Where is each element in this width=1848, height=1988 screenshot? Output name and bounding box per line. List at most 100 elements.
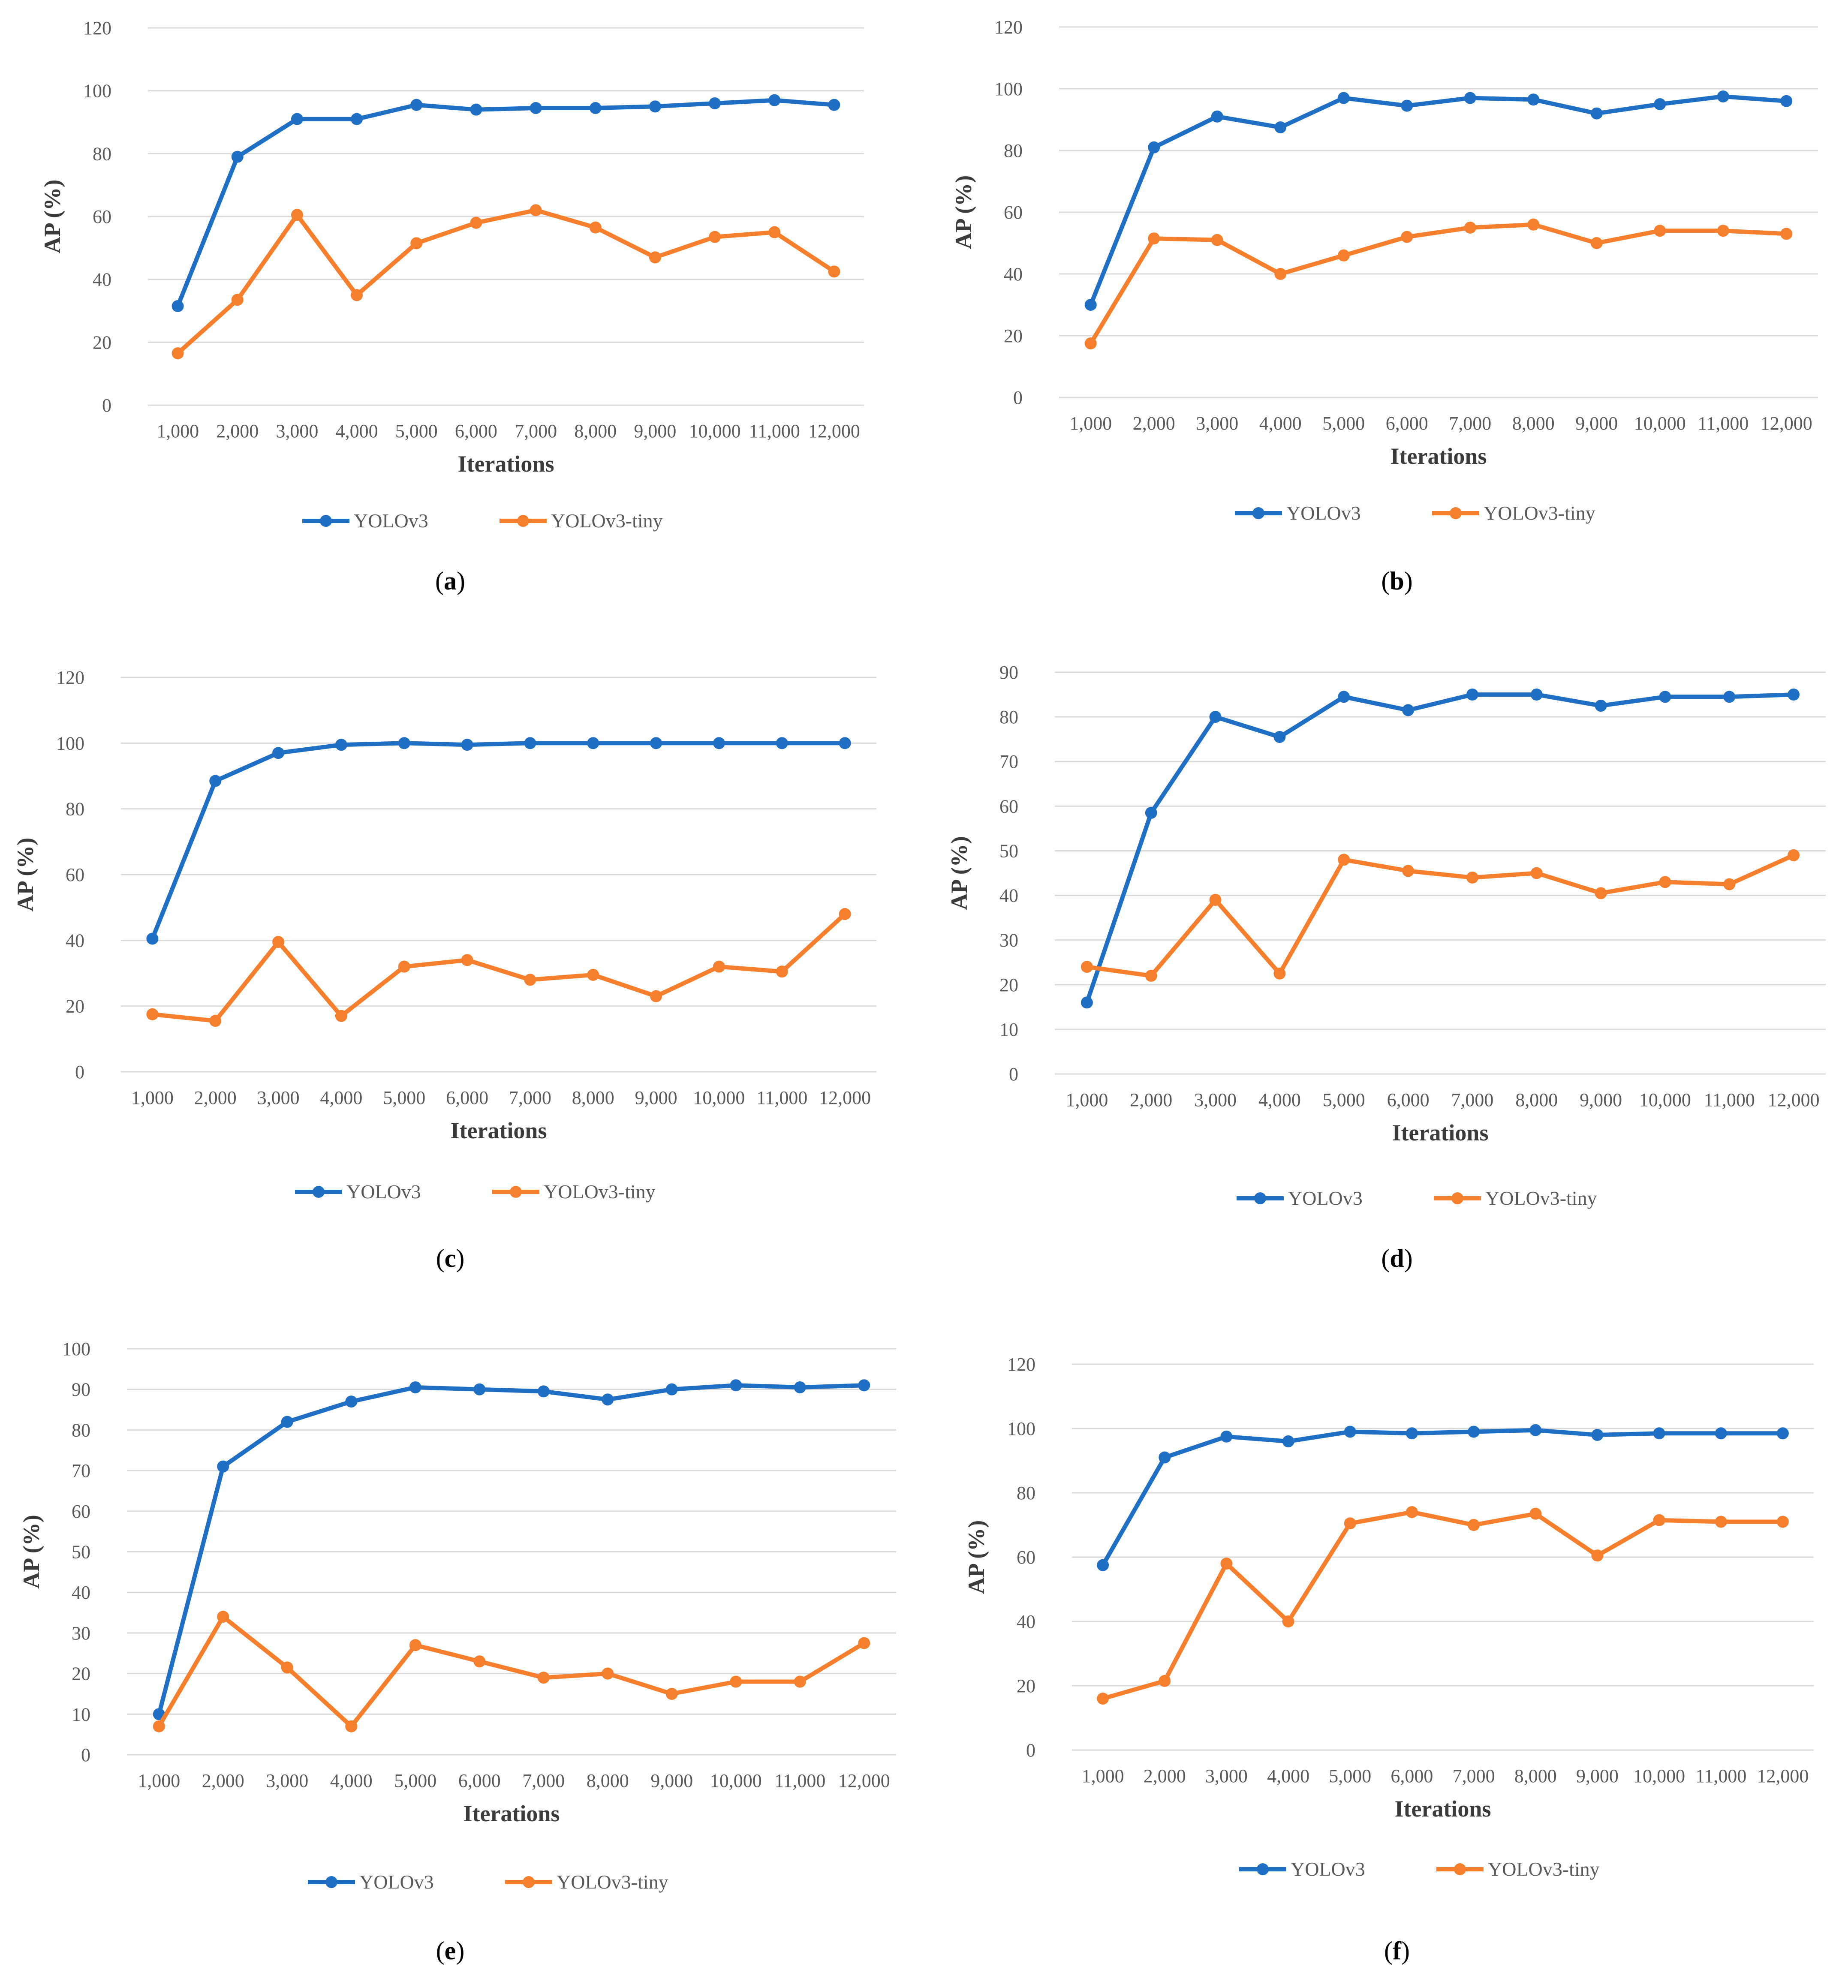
legend: YOLOv3 YOLOv3-tiny: [295, 1181, 656, 1203]
data-point-yolov3-tiny: [650, 990, 662, 1002]
data-point-yolov3-tiny: [1401, 231, 1413, 243]
x-tick-label: 11,000: [1704, 1089, 1755, 1110]
x-tick-label: 8,000: [572, 1087, 614, 1108]
x-tick-label: 5,000: [395, 421, 438, 442]
y-tick-label: 100: [56, 733, 84, 754]
data-point-yolov3: [776, 737, 788, 749]
x-tick-label: 9,000: [634, 421, 676, 442]
x-tick-label: 6,000: [1386, 413, 1428, 434]
x-tick-label: 7,000: [515, 421, 557, 442]
panel-caption: (d): [1381, 1244, 1412, 1272]
x-axis-title: Iterations: [451, 1118, 547, 1143]
legend-label: YOLOv3-tiny: [557, 1871, 668, 1893]
data-point-yolov3: [1529, 1424, 1542, 1436]
x-tick-label: 3,000: [1194, 1089, 1237, 1110]
x-tick-label: 7,000: [1451, 1089, 1493, 1110]
data-point-yolov3-tiny: [1209, 893, 1222, 906]
x-tick-label: 7,000: [509, 1087, 551, 1108]
data-point-yolov3: [1654, 98, 1666, 110]
series-line-yolov3-tiny: [1088, 222, 1789, 346]
y-tick-label: 60: [999, 796, 1018, 817]
legend-swatch-marker: [1254, 1192, 1266, 1204]
data-point-yolov3: [272, 747, 285, 759]
data-point-yolov3: [730, 1379, 742, 1392]
x-tick-label: 3,000: [266, 1770, 308, 1791]
data-point-yolov3: [1468, 1426, 1480, 1438]
x-tick-label: 7,000: [1453, 1765, 1495, 1786]
x-tick-label: 6,000: [455, 421, 497, 442]
panel-caption: (f): [1384, 1937, 1410, 1965]
legend: YOLOv3 YOLOv3-tiny: [1237, 1187, 1597, 1209]
data-point-yolov3-tiny: [1788, 849, 1800, 861]
x-tick-label: 1,000: [138, 1770, 180, 1791]
data-point-yolov3: [524, 737, 536, 749]
y-tick-label: 60: [66, 864, 84, 885]
data-point-yolov3-tiny: [587, 968, 599, 981]
data-point-yolov3: [473, 1383, 486, 1396]
y-axis-title: AP (%): [946, 836, 972, 910]
data-point-yolov3-tiny: [146, 1008, 159, 1020]
x-tick-label: 10,000: [1639, 1089, 1691, 1110]
x-tick-label: 11,000: [774, 1770, 825, 1791]
data-point-yolov3: [1653, 1427, 1665, 1440]
legend: YOLOv3 YOLOv3-tiny: [1239, 1858, 1600, 1880]
legend: YOLOv3 YOLOv3-tiny: [302, 510, 663, 532]
x-tick-label: 10,000: [1634, 413, 1686, 434]
x-tick-label: 5,000: [1329, 1765, 1371, 1786]
data-point-yolov3-tiny: [1776, 1516, 1789, 1528]
data-point-yolov3: [335, 739, 347, 751]
data-point-yolov3: [1464, 92, 1476, 104]
data-point-yolov3: [1715, 1427, 1727, 1440]
x-tick-label: 6,000: [446, 1087, 488, 1108]
data-point-yolov3: [209, 775, 222, 787]
data-point-yolov3: [1148, 141, 1160, 153]
series-line-yolov3: [1088, 94, 1789, 307]
data-point-yolov3: [1780, 95, 1793, 107]
y-axis-title: AP (%): [18, 1515, 44, 1588]
x-tick-label: 9,000: [650, 1770, 693, 1791]
x-tick-label: 8,000: [574, 421, 617, 442]
data-point-yolov3: [1776, 1427, 1789, 1440]
chart-panel-e: 0 10 20 30 40 50 60 70 80 90 100 1,000 2,000 3,000 4,0…: [18, 1338, 896, 1965]
data-point-yolov3-tiny: [730, 1675, 742, 1688]
y-tick-label: 120: [994, 17, 1023, 38]
x-tick-label: 5,000: [1323, 1089, 1365, 1110]
legend-swatch-marker: [523, 1876, 535, 1888]
x-tick-label: 4,000: [1259, 413, 1302, 434]
y-tick-label: 0: [102, 395, 111, 416]
y-axis-title: AP (%): [963, 1520, 989, 1594]
x-tick-label: 6,000: [1387, 1089, 1430, 1110]
data-point-yolov3-tiny: [473, 1655, 486, 1668]
y-tick-label: 30: [72, 1623, 90, 1644]
legend-label: YOLOv3-tiny: [551, 510, 663, 532]
y-tick-label: 80: [1004, 140, 1023, 161]
x-tick-label: 8,000: [587, 1770, 629, 1791]
series-line-yolov3-tiny: [150, 912, 847, 1023]
x-tick-label: 12,000: [808, 421, 860, 442]
data-point-yolov3-tiny: [1211, 234, 1223, 246]
legend-swatch-marker: [325, 1876, 337, 1888]
series-line-yolov3-tiny: [1084, 853, 1796, 978]
data-point-yolov3-tiny: [1780, 228, 1793, 240]
data-point-yolov3-tiny: [461, 954, 473, 966]
chart-panel-a: 0 20 40 60 80 100 120 1,000 2,000 3,000 4,000 5,000…: [39, 18, 864, 595]
data-point-yolov3-tiny: [345, 1720, 358, 1732]
y-tick-label: 0: [1026, 1740, 1035, 1761]
panel-caption: (b): [1381, 567, 1412, 595]
y-tick-label: 30: [999, 930, 1018, 951]
data-point-yolov3: [470, 103, 482, 116]
x-tick-label: 1,000: [157, 421, 199, 442]
y-tick-label: 80: [72, 1420, 90, 1441]
panel-caption: (c): [436, 1244, 465, 1272]
data-point-yolov3-tiny: [1344, 1517, 1356, 1530]
data-point-yolov3: [172, 300, 184, 312]
x-tick-label: 2,000: [216, 421, 259, 442]
data-point-yolov3-tiny: [1468, 1519, 1480, 1531]
y-tick-label: 40: [1017, 1611, 1035, 1632]
data-point-yolov3-tiny: [589, 221, 602, 234]
data-point-yolov3-tiny: [1148, 232, 1160, 245]
legend-swatch-marker: [313, 1186, 325, 1198]
x-tick-label: 4,000: [1267, 1765, 1309, 1786]
x-tick-label: 5,000: [394, 1770, 436, 1791]
y-tick-label: 20: [72, 1663, 90, 1684]
